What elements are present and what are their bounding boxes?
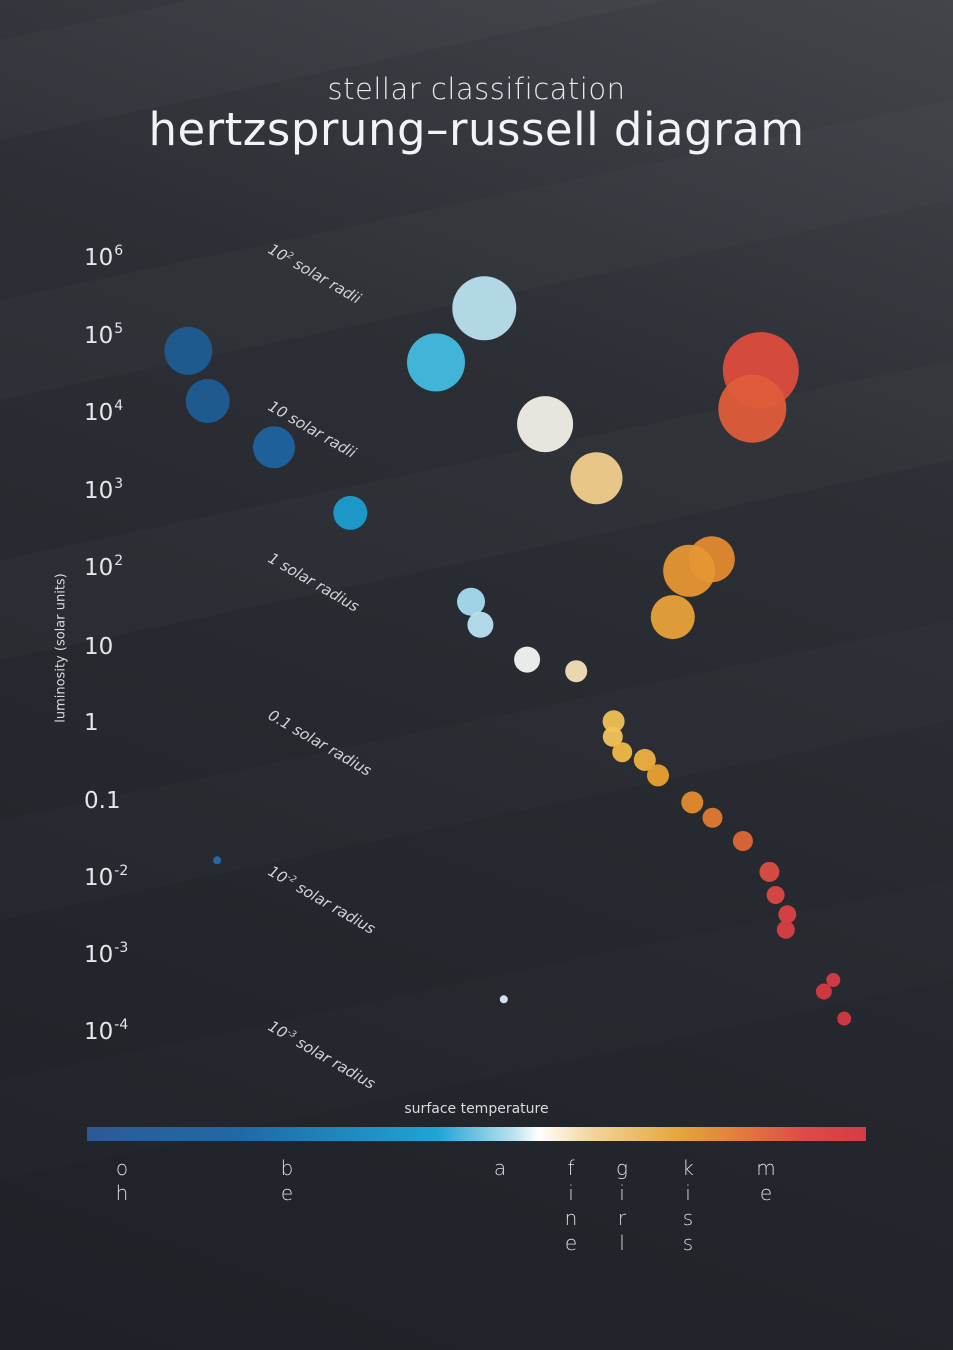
y-tick-label: 103 (84, 476, 124, 504)
star-point (702, 807, 723, 828)
star-point (815, 983, 832, 1000)
spectral-class-a: a (493, 1156, 507, 1180)
page-subtitle: stellar classification (327, 72, 626, 106)
star-point (333, 495, 368, 530)
star-point (452, 276, 517, 341)
y-tick-label: 105 (84, 321, 124, 349)
star-point (602, 726, 623, 747)
star-point (681, 791, 704, 814)
star-point (633, 748, 656, 771)
y-tick-label: 106 (84, 243, 124, 271)
star-point (213, 856, 222, 865)
x-axis-label: surface temperature (404, 1101, 549, 1117)
star-point (776, 920, 795, 939)
star-point (766, 886, 785, 904)
star-point (517, 396, 574, 453)
star-point (164, 326, 213, 375)
y-tick-label: 104 (84, 398, 124, 426)
y-tick-label: 102 (84, 553, 124, 581)
hr-diagram-plot (164, 276, 852, 1026)
star-point (837, 1011, 852, 1026)
star-point (718, 374, 787, 443)
star-point (778, 905, 797, 924)
y-tick-label: 10-4 (84, 1017, 129, 1045)
star-point (663, 544, 716, 597)
star-point (185, 379, 230, 423)
star-point (612, 742, 633, 763)
star-point (253, 426, 295, 469)
star-point (565, 660, 588, 683)
page-title: hertzsprung–russell diagram (148, 103, 805, 156)
star-point (602, 710, 625, 733)
y-tick-label: 10-3 (84, 940, 129, 968)
y-tick-label: 0.1 (84, 788, 121, 814)
star-point (514, 646, 541, 673)
star-point (759, 861, 780, 882)
star-point (499, 995, 508, 1004)
star-point (650, 595, 695, 640)
star-point (407, 333, 465, 392)
star-point (457, 587, 485, 616)
y-tick-label: 10-2 (84, 863, 129, 891)
temperature-colorbar (87, 1127, 866, 1141)
star-point (467, 611, 494, 638)
star-point (826, 973, 841, 987)
star-point (732, 831, 753, 851)
y-tick-label: 1 (84, 710, 99, 736)
star-point (570, 452, 623, 505)
y-tick-label: 10 (84, 634, 114, 660)
star-point (647, 764, 669, 787)
